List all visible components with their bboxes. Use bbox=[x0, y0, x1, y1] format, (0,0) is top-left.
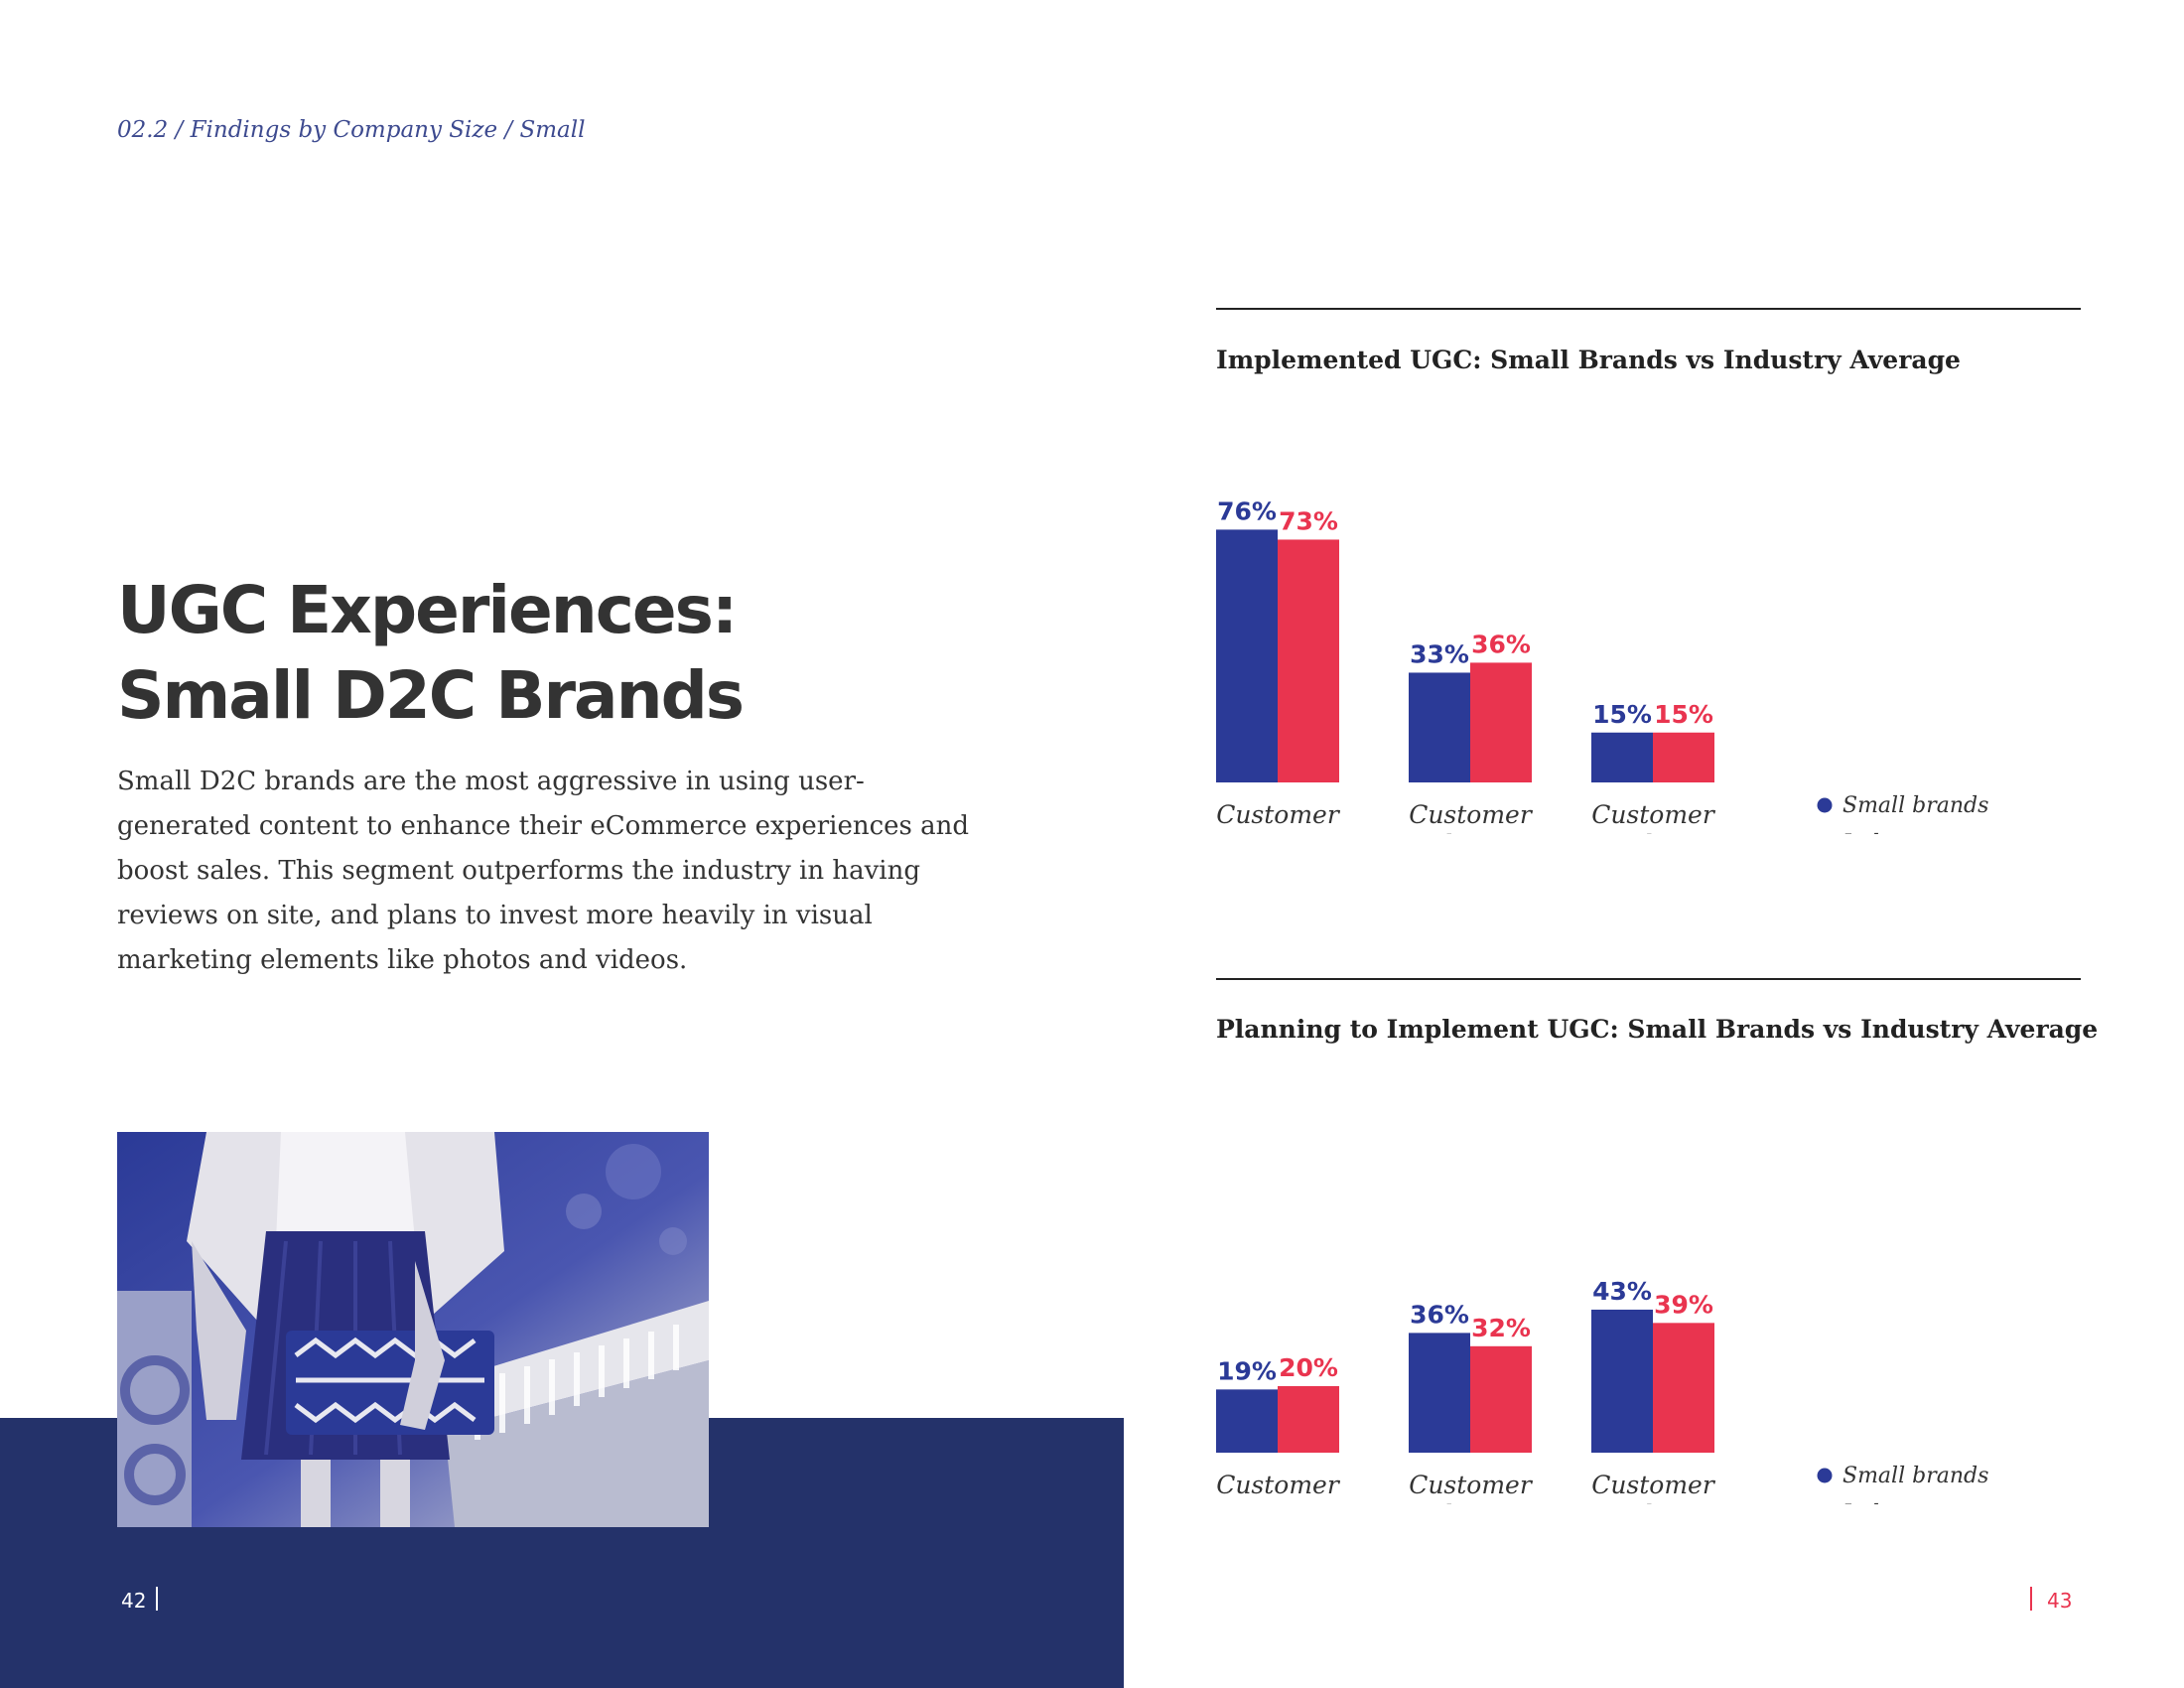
data-label-small-1: 33% bbox=[1410, 639, 1469, 668]
data-label-industry-0: 20% bbox=[1279, 1353, 1338, 1382]
page-number-left-divider bbox=[156, 1587, 158, 1611]
data-label-small-2: 43% bbox=[1592, 1277, 1652, 1306]
category-label-1-line-0: Customer bbox=[1409, 800, 1534, 829]
legend-label-small: Small brands bbox=[1843, 793, 1988, 818]
legend-label-small: Small brands bbox=[1843, 1464, 1988, 1488]
data-label-industry-0: 73% bbox=[1279, 506, 1338, 535]
bar-small-2 bbox=[1591, 1309, 1653, 1453]
fashion-photo-illustration bbox=[117, 1132, 709, 1527]
page-number-right: 43 bbox=[2047, 1589, 2073, 1613]
chart-2-top-rule bbox=[1216, 978, 2081, 980]
category-label-1-line-1: Photos bbox=[1427, 1500, 1513, 1504]
legend-dot-small bbox=[1817, 797, 1833, 813]
data-label-small-0: 76% bbox=[1217, 496, 1277, 525]
category-label-2-line-1: Videos bbox=[1611, 1500, 1695, 1504]
category-label-2-line-0: Customer bbox=[1591, 800, 1716, 829]
chart-implemented-ugc: 76%73%CustomerReviews33%36%CustomerPhoto… bbox=[1216, 496, 2031, 834]
bar-industry-0 bbox=[1278, 1386, 1339, 1453]
bar-industry-0 bbox=[1278, 539, 1339, 782]
legend-label-industry: Industry average bbox=[1842, 1501, 2031, 1504]
data-label-small-2: 15% bbox=[1592, 700, 1652, 729]
category-label-0-line-0: Customer bbox=[1216, 800, 1341, 829]
bar-small-1 bbox=[1409, 672, 1470, 782]
bar-industry-1 bbox=[1470, 662, 1532, 782]
data-label-industry-2: 15% bbox=[1654, 700, 1713, 729]
breadcrumb: 02.2 / Findings by Company Size / Small bbox=[117, 117, 586, 143]
page-title-line-1: UGC Experiences: bbox=[117, 572, 738, 648]
chart-1-top-rule bbox=[1216, 308, 2081, 310]
chart-planning-ugc: 19%20%CustomerReviews36%32%CustomerPhoto… bbox=[1216, 1277, 2031, 1504]
chart-2-title: Planning to Implement UGC: Small Brands … bbox=[1216, 1015, 2099, 1044]
bar-small-2 bbox=[1591, 732, 1653, 782]
data-label-small-0: 19% bbox=[1217, 1356, 1277, 1385]
page-title: UGC Experiences: Small D2C Brands bbox=[117, 568, 1011, 739]
data-label-industry-1: 36% bbox=[1471, 630, 1531, 658]
page-number-left: 42 bbox=[121, 1589, 147, 1613]
category-label-2-line-0: Customer bbox=[1591, 1471, 1716, 1499]
bar-industry-2 bbox=[1653, 1323, 1714, 1453]
data-label-industry-1: 32% bbox=[1471, 1314, 1531, 1342]
bar-small-1 bbox=[1409, 1333, 1470, 1453]
page-title-line-2: Small D2C Brands bbox=[117, 657, 745, 734]
category-label-0-line-0: Customer bbox=[1216, 1471, 1341, 1499]
legend-dot-small bbox=[1817, 1468, 1833, 1483]
bar-small-0 bbox=[1216, 529, 1278, 782]
category-label-1-line-1: Photos bbox=[1427, 830, 1513, 834]
bar-industry-2 bbox=[1653, 732, 1714, 782]
category-label-0-line-1: Reviews bbox=[1225, 1500, 1330, 1504]
intro-paragraph: Small D2C brands are the most aggressive… bbox=[117, 767, 970, 975]
category-label-1-line-0: Customer bbox=[1409, 1471, 1534, 1499]
legend-label-industry: Industry average bbox=[1842, 831, 2031, 834]
fashion-photo bbox=[117, 1132, 709, 1527]
page-number-right-divider bbox=[2030, 1587, 2032, 1611]
bar-small-0 bbox=[1216, 1389, 1278, 1453]
data-label-small-1: 36% bbox=[1410, 1300, 1469, 1329]
category-label-2-line-1: Videos bbox=[1611, 830, 1695, 834]
data-label-industry-2: 39% bbox=[1654, 1290, 1713, 1319]
category-label-0-line-1: Reviews bbox=[1225, 830, 1330, 834]
bar-industry-1 bbox=[1470, 1345, 1532, 1453]
chart-1-title: Implemented UGC: Small Brands vs Industr… bbox=[1216, 346, 1961, 374]
